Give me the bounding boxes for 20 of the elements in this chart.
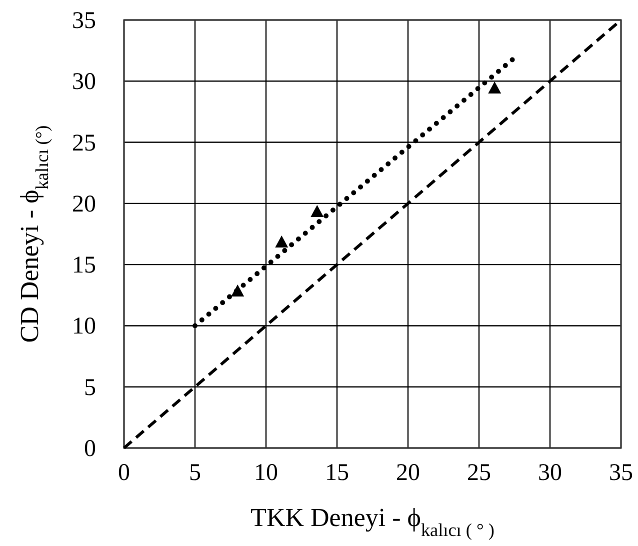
point [275, 236, 288, 248]
x-tick-label: 25 [467, 460, 491, 486]
point [310, 204, 324, 217]
x-tick-label: 0 [118, 460, 130, 486]
y-tick-label: 0 [84, 436, 96, 462]
y-tick-label: 20 [72, 191, 96, 218]
x-tick-label: 5 [189, 460, 201, 486]
y-tick-label: 5 [84, 374, 96, 401]
x-axis-title: TKK Deneyi - ϕ$_{kalıcı ( ° )}$ [250, 503, 494, 540]
x-tick-label: 10 [254, 460, 278, 486]
x-tick-label: 20 [396, 460, 420, 486]
y-tick-label: 10 [72, 314, 96, 340]
y-tick-label: 30 [72, 69, 96, 96]
y-tick-label: 35 [72, 8, 96, 34]
point [488, 81, 502, 94]
y-tick-label: 15 [72, 252, 96, 279]
x-tick-label: 35 [609, 460, 633, 486]
x-tick-label: 15 [325, 460, 349, 486]
x-tick-label: 30 [538, 460, 562, 486]
y-tick-label: 25 [72, 130, 96, 156]
